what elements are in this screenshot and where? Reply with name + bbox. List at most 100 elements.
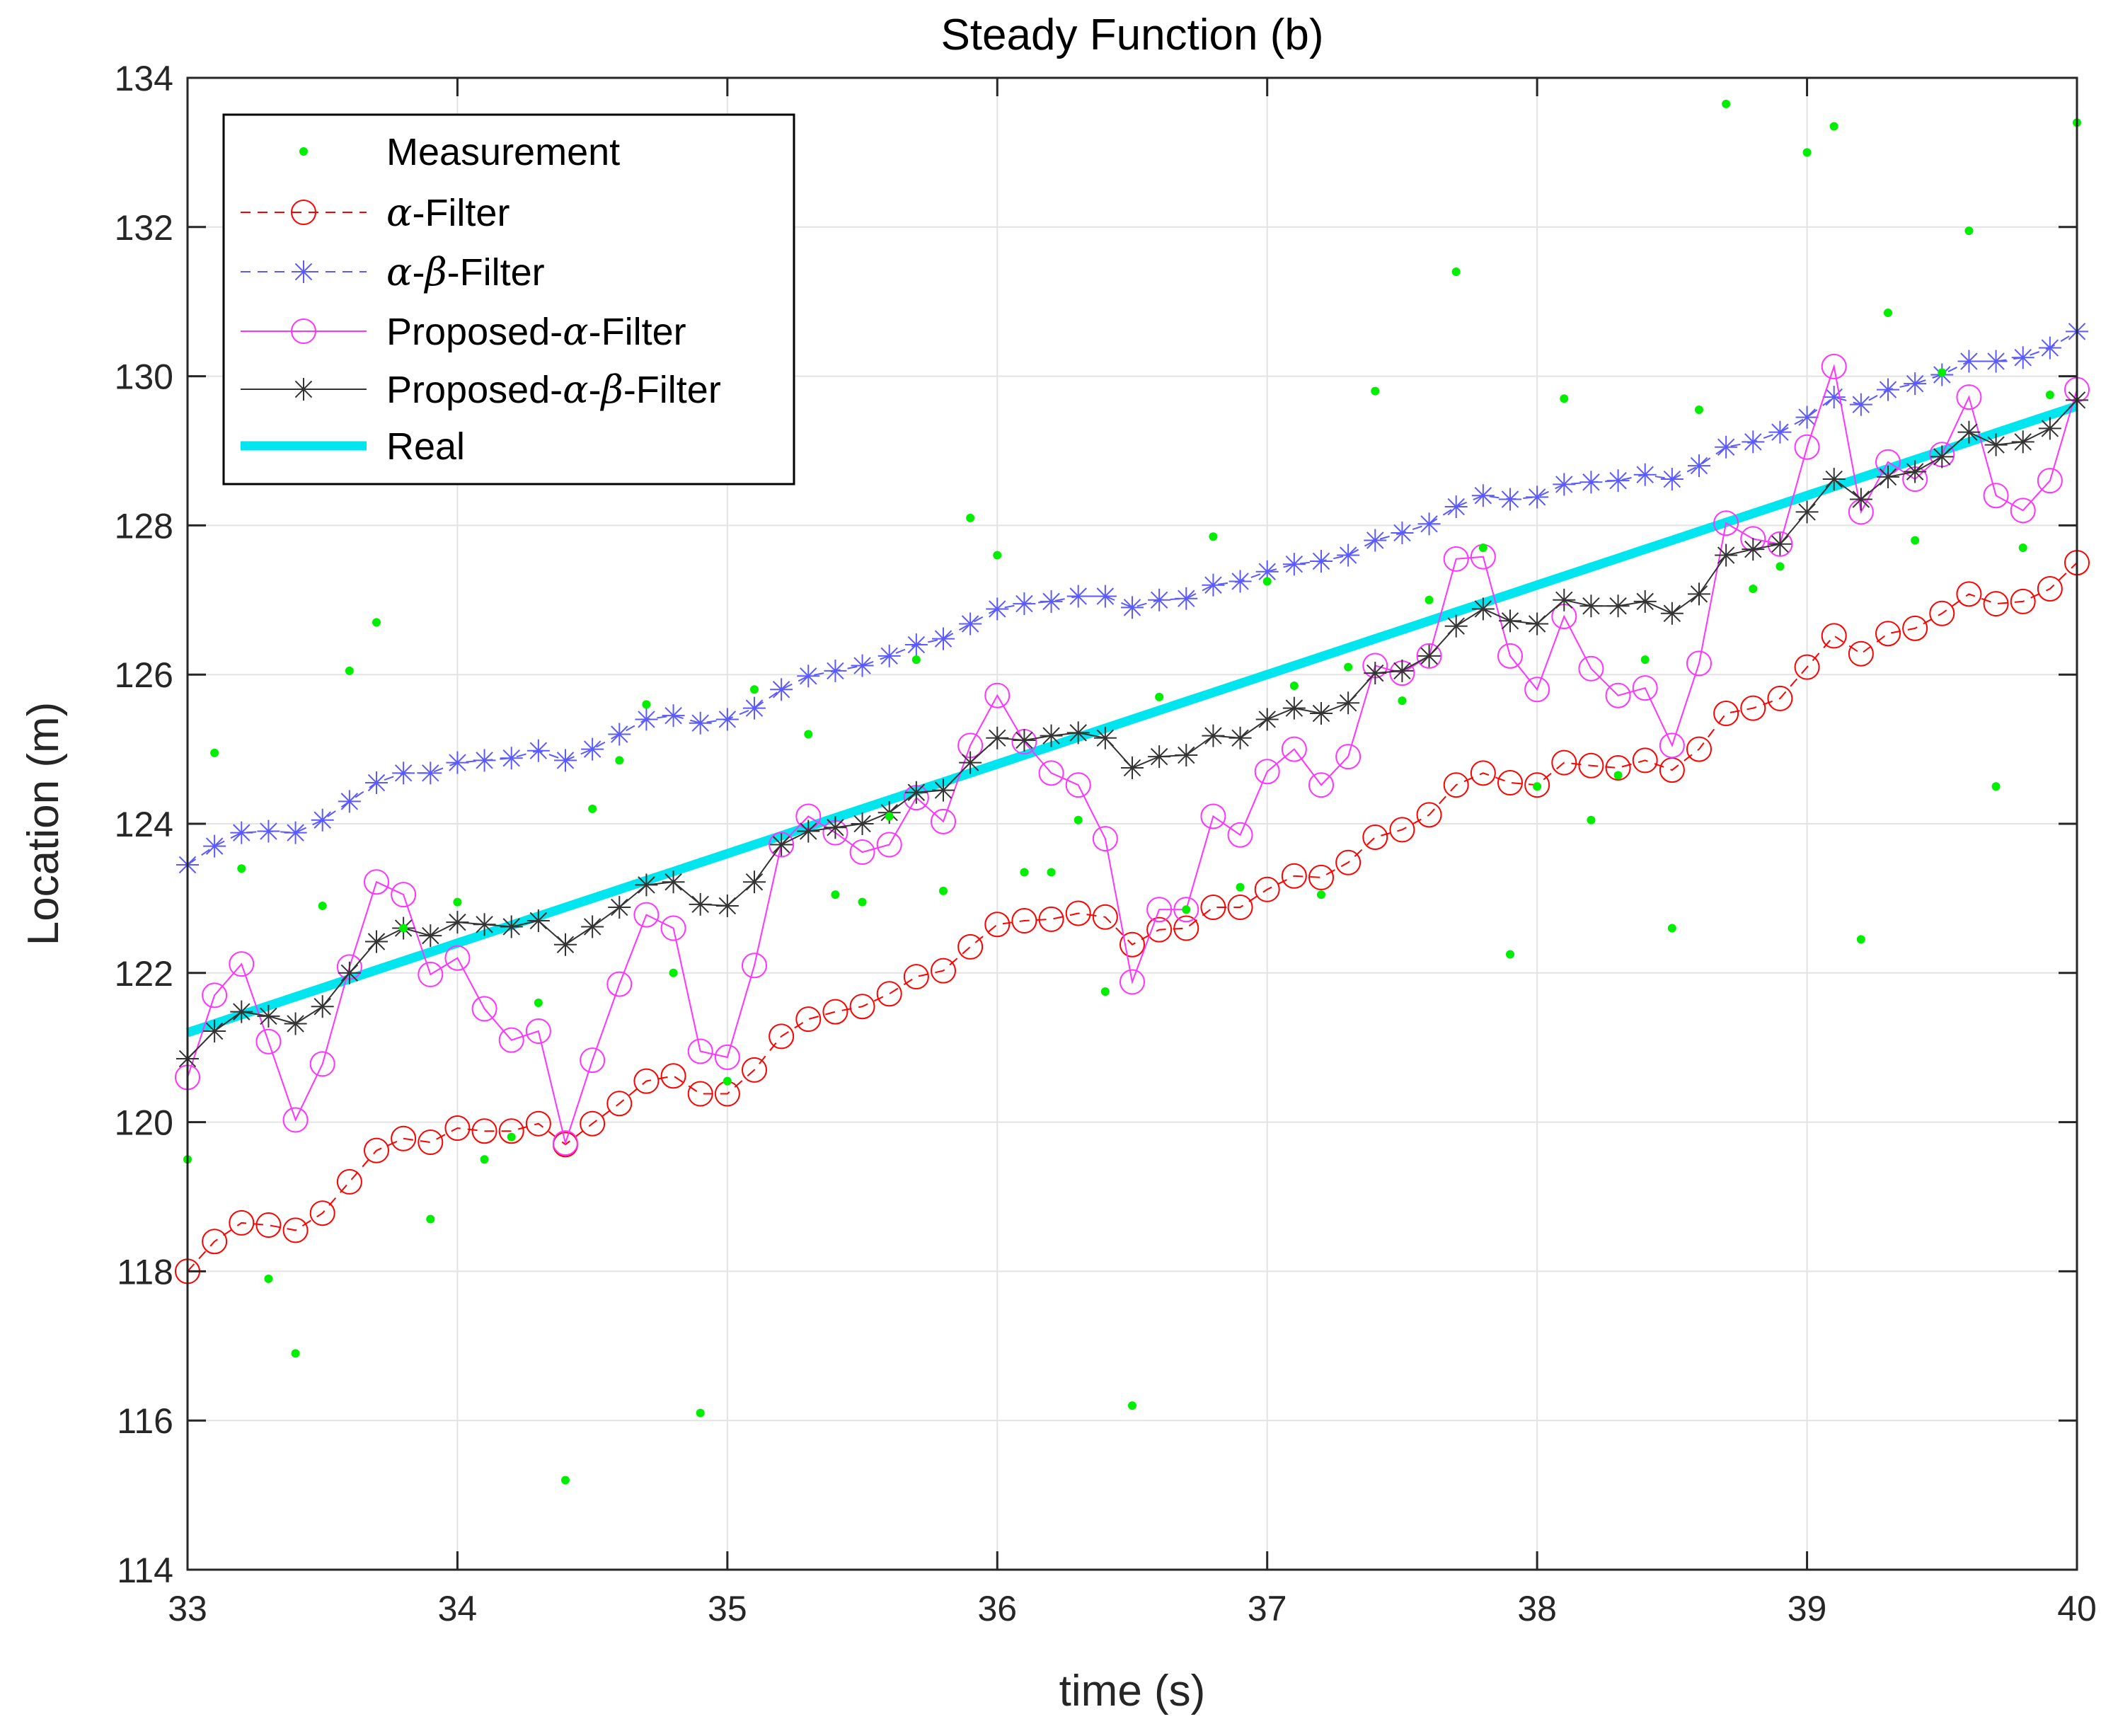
star-stroke bbox=[1258, 563, 1276, 580]
star-stroke bbox=[1960, 352, 1978, 370]
legend-label: Proposed-α-β-Filter bbox=[386, 367, 721, 412]
star-stroke bbox=[1636, 466, 1654, 483]
star-marker bbox=[770, 833, 793, 856]
star-marker bbox=[419, 761, 442, 785]
star-stroke bbox=[1420, 515, 1438, 533]
star-marker bbox=[1579, 471, 1603, 494]
circle-marker bbox=[1227, 895, 1253, 921]
star-stroke bbox=[989, 729, 1006, 747]
star-marker bbox=[2011, 346, 2034, 369]
star-stroke bbox=[1447, 498, 1465, 516]
measurement-point bbox=[1722, 99, 1731, 108]
star-stroke bbox=[1069, 587, 1087, 605]
star-marker bbox=[419, 924, 442, 948]
star-stroke bbox=[1096, 587, 1115, 605]
circle-marker bbox=[282, 1217, 309, 1243]
circle-marker bbox=[2010, 588, 2036, 614]
star-stroke bbox=[1906, 463, 1924, 481]
star-marker bbox=[230, 1000, 253, 1023]
circle-marker bbox=[229, 951, 255, 977]
star-marker bbox=[1877, 465, 1899, 488]
measurement-point bbox=[1695, 406, 1703, 415]
circle-marker bbox=[202, 982, 228, 1008]
star-stroke bbox=[394, 764, 413, 782]
star-marker bbox=[689, 892, 712, 916]
star-stroke bbox=[529, 912, 548, 930]
circle-marker bbox=[742, 953, 767, 979]
star-marker bbox=[1282, 696, 1306, 720]
circle-marker bbox=[1821, 623, 1847, 649]
star-marker bbox=[1795, 500, 1819, 524]
measurement-point bbox=[1911, 536, 1920, 545]
legend-entry: α-Filter bbox=[241, 190, 510, 235]
star-stroke bbox=[1501, 490, 1519, 508]
circle-marker bbox=[1524, 772, 1550, 798]
star-stroke bbox=[583, 740, 602, 758]
star-stroke bbox=[1744, 433, 1762, 451]
measurement-point bbox=[534, 998, 543, 1007]
star-stroke bbox=[233, 1003, 251, 1021]
star-marker bbox=[1742, 430, 1765, 454]
circle-marker bbox=[1902, 615, 1928, 641]
legend-entry: Proposed-α-Filter bbox=[241, 309, 686, 354]
legend-box bbox=[222, 113, 795, 485]
circle-marker bbox=[687, 1038, 713, 1064]
star-marker bbox=[1822, 468, 1846, 491]
legend-label-part: α bbox=[563, 309, 588, 354]
star-marker bbox=[473, 913, 496, 936]
star-marker bbox=[365, 771, 388, 795]
circle-marker bbox=[1929, 600, 1955, 626]
circle-marker bbox=[742, 1057, 767, 1083]
star-stroke bbox=[1717, 546, 1735, 564]
y-tick-label: 120 bbox=[115, 1103, 173, 1143]
star-stroke bbox=[611, 898, 628, 916]
star-marker bbox=[257, 1004, 280, 1028]
circle-marker bbox=[1605, 754, 1631, 781]
star-marker bbox=[1553, 588, 1576, 611]
x-tick-label: 33 bbox=[168, 1589, 207, 1628]
star-stroke bbox=[1393, 662, 1411, 680]
star-stroke bbox=[205, 837, 224, 855]
star-marker bbox=[1040, 724, 1063, 747]
star-marker bbox=[715, 894, 739, 917]
series-4-group bbox=[176, 389, 2088, 1071]
measurement-point bbox=[237, 864, 246, 873]
circle-marker bbox=[309, 1200, 335, 1226]
star-marker bbox=[797, 665, 820, 688]
star-marker bbox=[1984, 433, 2008, 456]
star-marker bbox=[797, 820, 820, 843]
star-stroke bbox=[1150, 591, 1168, 609]
circle-marker bbox=[1794, 434, 1820, 460]
circle-marker bbox=[1281, 736, 1307, 762]
measurement-point bbox=[642, 700, 651, 709]
circle-marker bbox=[984, 682, 1011, 708]
star-stroke bbox=[1987, 436, 2005, 454]
y-tick-label: 124 bbox=[115, 805, 173, 844]
circle-marker bbox=[1120, 931, 1145, 958]
star-marker bbox=[1255, 560, 1279, 583]
star-stroke bbox=[1447, 617, 1465, 635]
star-marker bbox=[1417, 644, 1441, 667]
star-stroke bbox=[1042, 727, 1060, 745]
circle-marker bbox=[1389, 817, 1415, 843]
star-stroke bbox=[800, 667, 817, 685]
star-marker bbox=[1013, 592, 1036, 616]
star-marker bbox=[932, 778, 955, 802]
circle-marker bbox=[1983, 483, 2009, 509]
measurement-point bbox=[1425, 595, 1434, 604]
measurement-point bbox=[696, 1408, 705, 1418]
real-line bbox=[185, 401, 2079, 1037]
legend-label-part: α bbox=[563, 367, 588, 412]
star-stroke bbox=[1258, 711, 1276, 728]
star-marker bbox=[1148, 588, 1171, 611]
star-marker bbox=[608, 723, 631, 746]
circle-marker bbox=[1578, 752, 1604, 778]
star-stroke bbox=[1528, 488, 1546, 506]
star-marker bbox=[1066, 585, 1090, 608]
star-marker bbox=[1660, 602, 1684, 625]
star-marker bbox=[635, 708, 658, 731]
legend-label-part: -Filter bbox=[447, 251, 545, 294]
y-tick-label: 114 bbox=[117, 1551, 173, 1590]
measurement-point bbox=[885, 812, 894, 821]
star-marker bbox=[1795, 406, 1819, 429]
